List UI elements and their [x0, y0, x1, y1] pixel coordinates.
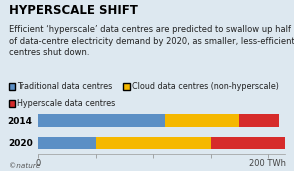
Text: Traditional data centres: Traditional data centres: [17, 82, 112, 91]
Text: ©nature: ©nature: [9, 163, 40, 169]
Bar: [38, 114, 165, 127]
Bar: [96, 137, 211, 149]
Text: Hyperscale data centres: Hyperscale data centres: [17, 99, 115, 108]
Bar: [211, 137, 294, 149]
Bar: [38, 137, 96, 149]
Bar: [165, 114, 239, 127]
Text: Cloud data centres (non-hyperscale): Cloud data centres (non-hyperscale): [132, 82, 279, 91]
Text: Efficient ‘hyperscale’ data centres are predicted to swallow up half
of data-cen: Efficient ‘hyperscale’ data centres are …: [9, 25, 294, 57]
Text: HYPERSCALE SHIFT: HYPERSCALE SHIFT: [9, 4, 138, 17]
Bar: [239, 114, 279, 127]
